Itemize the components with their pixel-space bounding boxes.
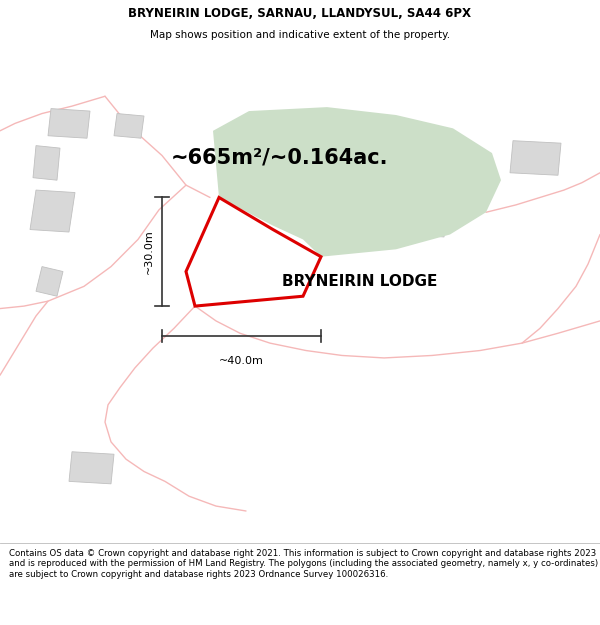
Text: ~665m²/~0.164ac.: ~665m²/~0.164ac.: [171, 148, 389, 168]
Polygon shape: [510, 141, 561, 175]
Polygon shape: [114, 114, 144, 138]
Text: Map shows position and indicative extent of the property.: Map shows position and indicative extent…: [150, 30, 450, 40]
Text: BRYNEIRIN LODGE: BRYNEIRIN LODGE: [283, 274, 437, 289]
Polygon shape: [30, 190, 75, 232]
Text: ~30.0m: ~30.0m: [144, 229, 154, 274]
Text: ~40.0m: ~40.0m: [219, 356, 264, 366]
Polygon shape: [36, 267, 63, 296]
Polygon shape: [69, 452, 114, 484]
Polygon shape: [186, 198, 321, 306]
Text: BRYNEIRIN LODGE, SARNAU, LLANDYSUL, SA44 6PX: BRYNEIRIN LODGE, SARNAU, LLANDYSUL, SA44…: [128, 7, 472, 19]
Text: Contains OS data © Crown copyright and database right 2021. This information is : Contains OS data © Crown copyright and d…: [9, 549, 598, 579]
Polygon shape: [33, 146, 60, 180]
Polygon shape: [408, 210, 447, 237]
Polygon shape: [213, 227, 258, 259]
Polygon shape: [213, 107, 501, 257]
Polygon shape: [48, 109, 90, 138]
